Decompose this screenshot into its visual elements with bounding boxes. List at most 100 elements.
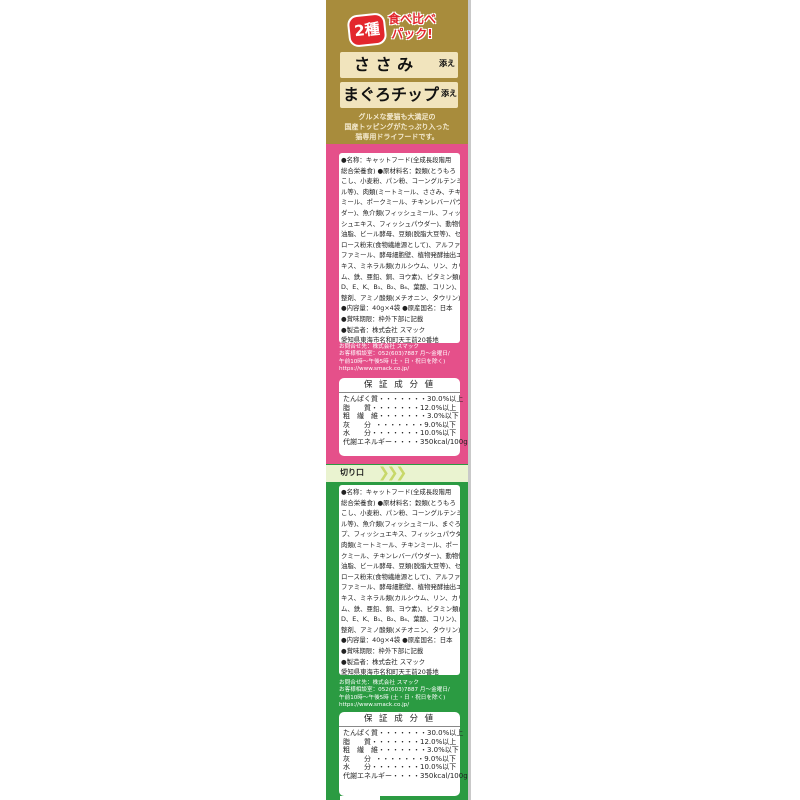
nutrient-value: ・・・・・・・9.0%以下 [375,754,456,763]
text-line: 整剤、アミノ酸類(メチオニン、タウリン) [341,625,460,634]
text-line: ●製造者：株式会社 スマック [341,325,426,334]
nutrient-name: 水 分 [343,429,371,438]
nutrient-value: ・・・・・・・10.0%以下 [371,763,457,772]
text-line: ル等)、肉類(ミートミール、ささみ、チキン [341,187,460,196]
nutrient-value: ・・・・・・・12.0%以上 [371,737,457,746]
text-line: 油脂、ビール酵母、豆類(脱脂大豆等)、セル [341,230,460,239]
text-line: 午前10時～午後5時 (土・日・祝日を除く) [339,358,446,365]
text-line: ●名称：キャットフード(全成長段階用 [341,488,452,496]
text-line: 油脂、ビール酵母、豆類(脱脂大豆等)、セル [341,562,460,571]
flavor-suffix: 添え [441,89,457,98]
nutrition-row: 脂 質・・・・・・・12.0%以上 [343,404,456,413]
nutrition-row: 代謝エネルギー ・・・・350kcal/100g [343,771,468,781]
text-line: こし、小麦粉、パン粉、コーングルテンミー [341,509,460,518]
nutrient-name: 灰 分 [343,420,371,429]
flavor-suffix: 添え [439,59,455,68]
panel-edge [468,0,471,800]
nutrition-row: 灰 分・・・・・・・9.0%以下 [343,421,456,430]
text-line: 整剤、アミノ酸類(メチオニン、タウリン) [341,293,460,302]
white-bar [340,796,380,800]
text-line: シュエキス、フィッシュパウダー)、動物性 [341,219,460,228]
text-line: https://www.smack.co.jp/ [339,366,410,373]
text-line: ●名称：キャットフード(全成長段階用 [341,156,452,164]
nutrition-row: 脂 質・・・・・・・12.0%以上 [343,738,456,747]
text-line: お客様相談室：052(603)7887 月～金曜日/ [339,351,450,358]
nutrition-row: たんぱく質 ・・・・・・・30.0%以上 [343,395,463,404]
text-line: ●賞味期限：枠外下部に記載 [341,314,424,323]
text-line: 総合栄養食) ●原材料名：穀類(とうもろ [341,498,456,507]
nutrient-name: 水 分 [343,763,371,772]
text-line: ル等)、魚介類(フィッシュミール、まぐろチッ [341,519,460,528]
text-line: D、E、K、B₁、B₂、B₆、葉酸、コリン)、pH調 [341,615,460,624]
text-line: お客様相談室：052(603)7887 月～金曜日/ [339,687,450,694]
nutrient-name: 粗 繊 維 [343,746,378,755]
flavor-sasami: さ さ み 添え [340,52,458,78]
nutrient-name: 脂 質 [343,403,371,412]
text-line: キス、ミネラル類(カルシウム、リン、カリウ [341,261,460,270]
text-line: 午前10時～午後5時 (土・日・祝日を除く) [339,694,446,701]
nutrient-name: 代謝エネルギー [343,771,392,780]
tuna-section: ●名称：キャットフード(全成長段階用 総合栄養食) ●原材料名：穀類(とうもろ こし… [326,464,468,800]
catch-line: 食べ比べ [388,12,437,26]
nutrient-value: ・・・・・・・30.0%以上 [378,729,464,737]
cut-line[interactable]: 切り口 ❯❯❯ [326,465,468,482]
text-line: 愛知県東海市名和町天王前20番地 [341,668,439,675]
nutrient-value: ・・・・・・・9.0%以下 [375,420,456,429]
nutrient-name: 灰 分 [343,754,371,763]
nutrient-value: ・・・・・・・10.0%以下 [371,429,457,438]
text-line: ファミール、酵母細胞壁、植物発酵抽出エ [341,583,460,592]
nutrient-name: たんぱく質 [343,729,378,737]
contact-info: お問合せ先：株式会社 スマック お客様相談室：052(603)7887 月～金曜日… [339,680,464,710]
text-line: プ、フィッシュエキス、フィッシュパウダー)、 [341,530,460,539]
nutrition-row: 粗 繊 維・・・・・・・3.0%以下 [343,412,459,421]
text-line: ●製造者：株式会社 スマック [341,657,426,666]
text-line: ロース粉末(食物繊維源として)、アルファル [341,240,460,249]
nutrient-name: 代謝エネルギー [343,437,392,446]
nutrition-title: 保 証 成 分 値 [339,378,460,393]
nutrient-value: ・・・・・・・3.0%以下 [378,746,459,755]
description-line: グルメな愛猫も大満足の [358,113,436,121]
text-line: ファミール、酵母細胞壁、植物発酵抽出エ [341,251,460,260]
text-line: キス、ミネラル類(カルシウム、リン、カリウ [341,593,460,602]
description-line: 国産トッピングがたっぷり入った [344,123,450,131]
nutrition-row: 水 分・・・・・・・10.0%以下 [343,763,456,772]
text-line: ●賞味期限：枠外下部に記載 [341,646,424,655]
text-line: ダー)、魚介類(フィッシュミール、フィッ [341,208,460,217]
header-area: 2種 食べ比べ パック! さ さ み添え まぐろチップ 添え グルメな愛猫も大満足の… [326,0,468,144]
text-line: こし、小麦粉、パン粉、コーングルテンミー [341,177,460,186]
text-line: ミール、ポークミール、チキンレバーパウ [341,198,460,207]
flavor-tuna-chip: まぐろチップ 添え [340,82,458,108]
description: グルメな愛猫も大満足の 国産トッピングがたっぷり入った 猫専用ドライフードです。 [326,112,468,142]
text-line: D、E、K、B₁、B₂、B₆、葉酸、コリン)、pH調 [341,283,460,292]
nutrition-row: 代謝エネルギー ・・・・350kcal/100g [343,437,468,447]
nutrient-value: ・・・・・・・30.0%以上 [378,395,464,403]
text-line: ●内容量：40g×4袋 ●原産国名：日本 [341,636,453,645]
nutrient-name: たんぱく質 [343,395,378,403]
text-line: 総合栄養食) ●原材料名：穀類(とうもろ [341,166,456,175]
text-line: クミール、チキンレバーパウダー)、動物性 [341,551,460,560]
cut-label: 切り口 [340,468,364,477]
nutrition-title: 保 証 成 分 値 [339,712,460,727]
text-line: ●内容量：40g×4袋 ●原産国名：日本 [341,304,453,313]
flavor-name: さ さ み [354,55,414,74]
nutrition-row: 灰 分・・・・・・・9.0%以下 [343,755,456,764]
nutrient-value: ・・・・350kcal/100g [392,437,468,446]
two-kinds-badge: 2種 [346,12,388,48]
nutrient-value: ・・・・350kcal/100g [392,771,468,780]
nutrition-row: たんぱく質 ・・・・・・・30.0%以上 [343,729,463,738]
nutrition-box: 保 証 成 分 値たんぱく質 ・・・・・・・30.0%以上脂 質・・・・・・・12… [339,712,468,796]
contact-info: お問合せ先：株式会社 スマック お客様相談室：052(603)7887 月～金曜日… [339,344,464,374]
text-line: 肉類(ミートミール、チキンミール、ポー [341,540,459,549]
package-side-panel: 2種 食べ比べ パック! さ さ み添え まぐろチップ 添え グルメな愛猫も大満足の… [326,0,468,800]
nutrient-value: ・・・・・・・3.0%以下 [378,412,459,421]
catchphrase: 食べ比べ パック! [388,12,436,42]
nutrition-row: 粗 繊 維・・・・・・・3.0%以下 [343,746,459,755]
nutrition-row: 水 分・・・・・・・10.0%以下 [343,429,456,438]
ingredients-box: ●名称：キャットフード(全成長段階用 総合栄養食) ●原材料名：穀類(とうもろ こし… [339,153,460,343]
chevrons-right-icon: ❯❯❯ [378,465,407,481]
text-line: 愛知県東海市名和町天王前20番地 [341,336,439,343]
description-line: 猫専用ドライフードです。 [355,133,439,141]
text-line: お問合せ先：株式会社 スマック [339,344,419,350]
ingredients-box: ●名称：キャットフード(全成長段階用 総合栄養食) ●原材料名：穀類(とうもろ こし… [339,485,460,675]
nutrient-name: 脂 質 [343,737,371,746]
